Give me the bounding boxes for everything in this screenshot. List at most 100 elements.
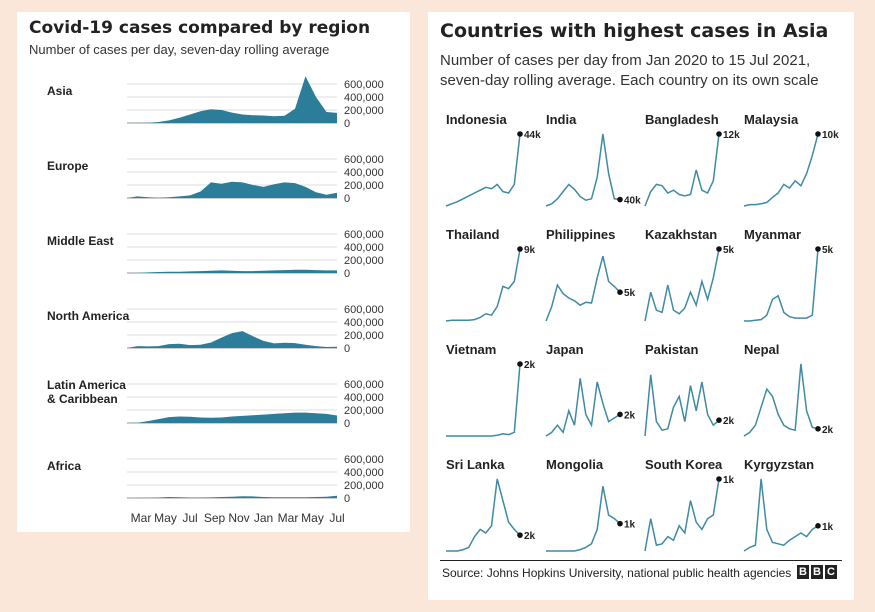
latest-value-label: 10k [822,130,839,141]
latest-value-dot [517,131,523,137]
country-line [644,478,720,552]
asia-chart-subtitle-line1: Number of cases per day from Jan 2020 to… [440,52,811,69]
country-chart-vietnam: Vietnam 2k [446,342,536,437]
latest-value-dot [617,196,623,203]
logo-letter: B [797,565,809,579]
y-tick-label: 0 [344,418,350,430]
region-area-africa [127,495,337,498]
y-tick-label: 600,000 [344,454,384,466]
country-line [545,256,621,322]
y-tick-label: 200,000 [344,480,384,492]
x-tick-label: May [154,511,177,525]
country-chart-bangladesh: Bangladesh 12k [644,112,740,207]
region-label: North America [47,309,130,323]
region-label: Latin America [47,378,126,392]
x-tick-label: Mar [278,511,299,525]
country-name: Myanmar [744,227,801,242]
country-line [445,248,521,322]
regions-chart-panel: Covid-19 cases compared by region Number… [17,12,410,532]
region-label: Middle East [47,234,114,248]
country-line [644,133,720,207]
latest-value-dot [815,523,821,529]
asia-chart-title: Countries with highest cases in Asia [440,20,829,42]
y-tick-label: 200,000 [344,405,384,417]
latest-value-label: 2k [624,410,636,421]
country-line [644,374,720,437]
country-chart-kazakhstan: Kazakhstan 5k [644,227,735,322]
asia-chart-subtitle-line2: seven-day rolling average. Each country … [440,72,819,89]
latest-value-dot [617,411,623,418]
latest-value-dot [815,426,821,432]
logo-letter: C [825,565,837,579]
latest-value-dot [716,417,722,423]
latest-value-dot [716,476,722,482]
country-chart-myanmar: Myanmar 5k [744,227,834,322]
y-tick-label: 0 [344,343,350,355]
latest-value-label: 2k [524,360,536,371]
region-label: Asia [47,84,73,98]
y-tick-label: 200,000 [344,105,384,117]
latest-value-label: 12k [723,130,740,141]
country-name: Nepal [744,342,779,357]
y-tick-label: 0 [344,268,350,280]
country-chart-japan: Japan 2k [545,342,636,437]
y-tick-label: 200,000 [344,330,384,342]
country-line [744,248,819,322]
regions-chart-plot: 600,000400,000200,0000Asia600,000400,000… [47,76,384,525]
country-line [743,133,819,207]
country-name: India [546,112,577,127]
region-area-middle-east [127,269,337,273]
regions-chart-subtitle: Number of cases per day, seven-day rolli… [29,42,330,57]
y-tick-label: 600,000 [344,304,384,316]
y-tick-label: 400,000 [344,167,384,179]
country-chart-kyrgyzstan: Kyrgyzstan 1k [743,457,834,552]
country-chart-nepal: Nepal 2k [743,342,834,437]
asia-countries-panel: Countries with highest cases in Asia Num… [428,12,854,600]
country-name: Indonesia [446,112,507,127]
latest-value-label: 44k [524,130,541,141]
regions-chart-title: Covid-19 cases compared by region [29,18,371,38]
latest-value-dot [815,131,821,137]
region-area-latin-america-and-caribbean [127,412,337,423]
y-tick-label: 400,000 [344,392,384,404]
country-name: Vietnam [446,342,496,357]
latest-value-label: 1k [723,475,735,486]
country-chart-malaysia: Malaysia 10k [743,112,839,207]
country-name: Japan [546,342,584,357]
country-name: Philippines [546,227,615,242]
x-tick-label: Jan [254,511,273,525]
region-area-north-america [127,331,337,348]
country-chart-mongolia: Mongolia 1k [546,457,636,552]
source-divider [440,560,842,561]
country-name: Kazakhstan [645,227,717,242]
latest-value-dot [617,289,623,296]
y-tick-label: 400,000 [344,92,384,104]
region-area-asia [127,76,337,123]
x-tick-label: Nov [228,511,249,525]
latest-value-label: 5k [723,245,735,256]
country-line [446,478,521,552]
country-name: Pakistan [645,342,699,357]
region-label: & Caribbean [47,392,118,406]
latest-value-label: 40k [624,196,641,207]
y-tick-label: 600,000 [344,154,384,166]
country-name: Kyrgyzstan [744,457,814,472]
bbc-logo: B B C [797,565,837,579]
y-tick-label: 400,000 [344,317,384,329]
x-tick-label: May [301,511,324,525]
x-tick-label: Jul [182,511,197,525]
country-line [644,248,720,322]
country-chart-pakistan: Pakistan 2k [644,342,735,437]
country-line [546,486,621,552]
latest-value-dot [517,532,523,538]
latest-value-label: 1k [624,520,636,531]
latest-value-dot [517,361,523,367]
country-name: Sri Lanka [446,457,505,472]
x-tick-label: Jul [329,511,344,525]
y-tick-label: 600,000 [344,79,384,91]
country-chart-thailand: Thailand 9k [445,227,536,322]
